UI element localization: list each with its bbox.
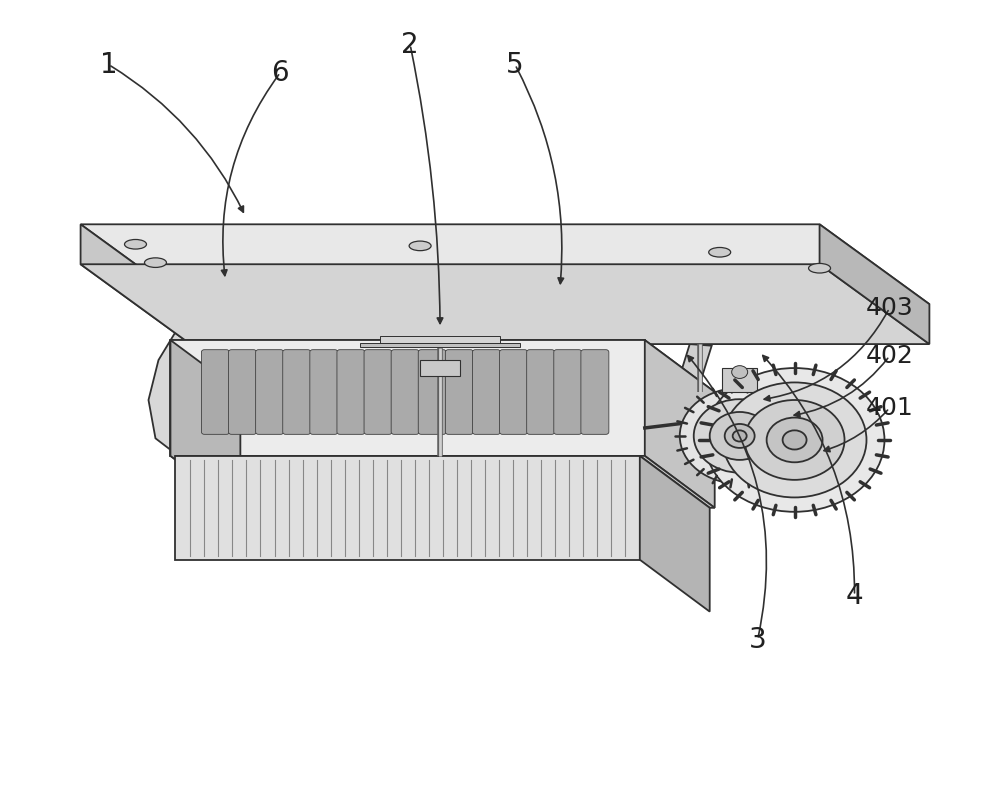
Text: 402: 402: [866, 344, 913, 368]
Polygon shape: [170, 340, 715, 392]
Polygon shape: [170, 340, 645, 456]
Circle shape: [723, 382, 866, 498]
Text: 4: 4: [846, 582, 863, 610]
FancyBboxPatch shape: [418, 350, 446, 434]
Text: 403: 403: [866, 296, 913, 320]
Polygon shape: [640, 456, 710, 612]
FancyBboxPatch shape: [581, 350, 609, 434]
Circle shape: [680, 388, 800, 484]
FancyBboxPatch shape: [527, 350, 555, 434]
Ellipse shape: [144, 258, 166, 267]
FancyBboxPatch shape: [201, 350, 229, 434]
Circle shape: [733, 430, 747, 442]
Text: 1: 1: [100, 50, 117, 78]
Circle shape: [732, 366, 748, 378]
Polygon shape: [170, 456, 715, 508]
FancyBboxPatch shape: [337, 350, 365, 434]
Polygon shape: [81, 264, 929, 344]
Circle shape: [705, 368, 884, 512]
Polygon shape: [81, 224, 190, 344]
FancyBboxPatch shape: [554, 350, 582, 434]
FancyBboxPatch shape: [391, 350, 419, 434]
Text: 3: 3: [749, 626, 767, 654]
Polygon shape: [170, 340, 240, 508]
Polygon shape: [175, 456, 710, 508]
Circle shape: [745, 400, 845, 480]
FancyBboxPatch shape: [256, 350, 284, 434]
Polygon shape: [420, 360, 460, 376]
Polygon shape: [360, 342, 520, 347]
Polygon shape: [820, 224, 929, 344]
Polygon shape: [148, 332, 200, 456]
Circle shape: [783, 430, 807, 450]
FancyBboxPatch shape: [229, 350, 256, 434]
Text: 401: 401: [866, 396, 913, 420]
FancyBboxPatch shape: [310, 350, 338, 434]
Ellipse shape: [409, 241, 431, 250]
Text: 6: 6: [271, 58, 289, 86]
Polygon shape: [81, 224, 929, 304]
Circle shape: [710, 412, 770, 460]
Polygon shape: [380, 336, 500, 342]
Ellipse shape: [809, 263, 831, 273]
Circle shape: [767, 418, 823, 462]
Polygon shape: [175, 456, 640, 560]
Polygon shape: [722, 368, 757, 392]
Text: 2: 2: [401, 30, 419, 58]
FancyBboxPatch shape: [364, 350, 392, 434]
Polygon shape: [645, 340, 715, 508]
FancyBboxPatch shape: [445, 350, 473, 434]
FancyBboxPatch shape: [283, 350, 311, 434]
Ellipse shape: [709, 247, 731, 257]
Circle shape: [694, 399, 786, 473]
FancyBboxPatch shape: [472, 350, 500, 434]
FancyBboxPatch shape: [500, 350, 528, 434]
Polygon shape: [678, 344, 730, 460]
Circle shape: [725, 424, 755, 448]
Ellipse shape: [125, 239, 146, 249]
Text: 5: 5: [506, 50, 524, 78]
